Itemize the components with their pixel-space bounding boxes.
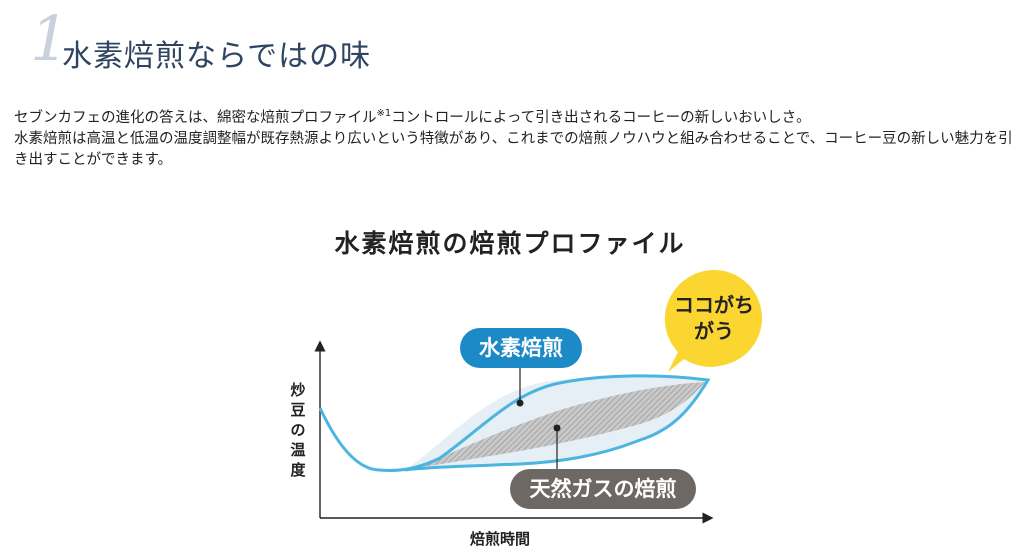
intro-line-1-after: コントロールによって引き出されるコーヒーの新しいおいしさ。 xyxy=(391,110,811,126)
x-axis-label: 焙煎時間 xyxy=(470,530,531,548)
section-number: 1 xyxy=(30,2,70,75)
hydrogen-curve xyxy=(318,374,711,472)
diagram-title: 水素焙煎の焙煎プロファイル xyxy=(334,229,686,258)
intro-text: セブンカフェの進化の答えは、綿密な焙煎プロファイル※1コントロールによって引き出… xyxy=(14,108,1026,171)
hydrogen-pointer-dot xyxy=(516,399,524,407)
hydrogen-roasting-label: 水素焙煎 xyxy=(460,328,582,368)
intro-line-2: 水素焙煎は高温と低温の温度調整幅が既存熱源より広いという特徴があり、これまでの焙… xyxy=(14,131,1013,168)
gas-band xyxy=(415,382,705,468)
section-heading: 1 水素焙煎ならではの味 xyxy=(28,8,528,75)
footnote-marker: ※1 xyxy=(376,108,392,119)
intro-line-1-before: セブンカフェの進化の答えは、綿密な焙煎プロファイル xyxy=(14,110,377,126)
intro-line-1: セブンカフェの進化の答えは、綿密な焙煎プロファイル※1コントロールによって引き出… xyxy=(14,108,1026,129)
section-title: 水素焙煎ならではの味 xyxy=(62,39,372,74)
y-axis-label: 炒豆の温度 xyxy=(290,381,306,479)
gas-roasting-label: 天然ガスの焙煎 xyxy=(510,469,696,509)
callout-text: ココがちがう xyxy=(674,293,754,343)
callout-circle xyxy=(666,270,762,366)
gas-pointer-dot xyxy=(553,424,561,432)
